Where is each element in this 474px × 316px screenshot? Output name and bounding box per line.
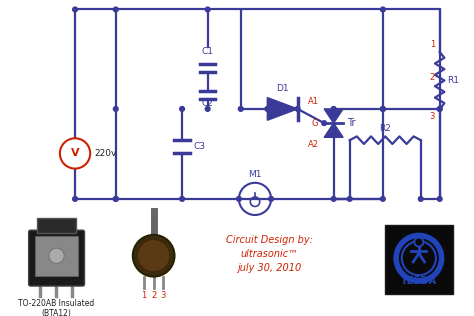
Circle shape bbox=[419, 197, 423, 201]
Polygon shape bbox=[324, 123, 343, 137]
Circle shape bbox=[438, 106, 442, 111]
Text: 2: 2 bbox=[430, 73, 435, 82]
Text: C1: C1 bbox=[201, 47, 214, 56]
Text: TO-220AB Insulated: TO-220AB Insulated bbox=[18, 299, 95, 308]
Text: D1: D1 bbox=[276, 84, 289, 93]
Circle shape bbox=[49, 248, 64, 263]
Text: 3: 3 bbox=[160, 291, 166, 300]
Text: 220v: 220v bbox=[94, 149, 116, 158]
Circle shape bbox=[113, 197, 118, 201]
Text: 1: 1 bbox=[142, 291, 147, 300]
Circle shape bbox=[381, 106, 385, 111]
FancyBboxPatch shape bbox=[28, 230, 84, 286]
Text: (BTA12): (BTA12) bbox=[42, 309, 72, 316]
Circle shape bbox=[269, 197, 273, 201]
Circle shape bbox=[113, 7, 118, 12]
Circle shape bbox=[416, 239, 422, 245]
Text: 1: 1 bbox=[430, 40, 435, 49]
Circle shape bbox=[347, 197, 352, 201]
Circle shape bbox=[237, 197, 241, 201]
Text: R2: R2 bbox=[379, 124, 391, 133]
Circle shape bbox=[331, 106, 336, 111]
Text: G: G bbox=[311, 118, 318, 128]
Text: Tr: Tr bbox=[347, 118, 356, 128]
Circle shape bbox=[137, 240, 170, 272]
FancyBboxPatch shape bbox=[37, 218, 76, 233]
Circle shape bbox=[438, 106, 442, 111]
Circle shape bbox=[322, 121, 327, 125]
Text: Circuit Design by:
ultrasonic™
july 30, 2010: Circuit Design by: ultrasonic™ july 30, … bbox=[226, 235, 313, 273]
Text: V: V bbox=[71, 149, 79, 158]
Text: R1: R1 bbox=[447, 76, 459, 85]
Polygon shape bbox=[267, 98, 298, 120]
Circle shape bbox=[205, 7, 210, 12]
Text: A2: A2 bbox=[309, 140, 319, 149]
Circle shape bbox=[73, 197, 77, 201]
Circle shape bbox=[113, 106, 118, 111]
Text: C3: C3 bbox=[193, 142, 205, 151]
Text: M1: M1 bbox=[248, 170, 262, 179]
FancyBboxPatch shape bbox=[385, 225, 453, 294]
Circle shape bbox=[414, 237, 424, 247]
Circle shape bbox=[381, 106, 385, 111]
Circle shape bbox=[73, 7, 77, 12]
Text: 3: 3 bbox=[429, 112, 435, 121]
Text: TESDA: TESDA bbox=[401, 276, 437, 286]
Circle shape bbox=[205, 106, 210, 111]
Circle shape bbox=[133, 235, 174, 276]
Circle shape bbox=[180, 106, 184, 111]
Text: 2: 2 bbox=[151, 291, 156, 300]
Circle shape bbox=[113, 197, 118, 201]
Polygon shape bbox=[324, 109, 343, 123]
Circle shape bbox=[180, 197, 184, 201]
Circle shape bbox=[381, 197, 385, 201]
Circle shape bbox=[265, 106, 270, 111]
Text: A1: A1 bbox=[309, 97, 319, 106]
Circle shape bbox=[331, 197, 336, 201]
Circle shape bbox=[438, 197, 442, 201]
Text: C2: C2 bbox=[202, 100, 214, 108]
Circle shape bbox=[381, 7, 385, 12]
Circle shape bbox=[238, 106, 243, 111]
Circle shape bbox=[295, 106, 300, 111]
FancyBboxPatch shape bbox=[35, 236, 78, 276]
